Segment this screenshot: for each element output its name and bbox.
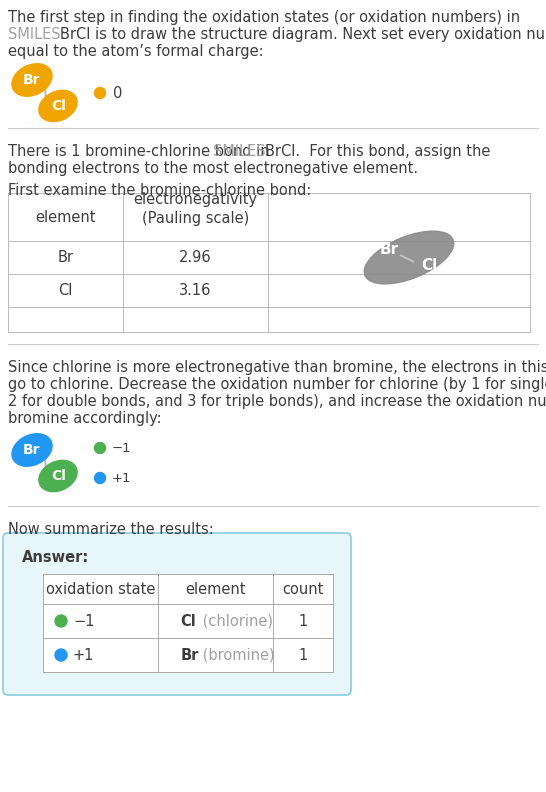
Ellipse shape [39,90,77,122]
Text: 1: 1 [298,614,307,629]
Text: 3.16: 3.16 [179,283,212,298]
Circle shape [55,649,67,661]
Ellipse shape [12,434,52,466]
Text: bonding electrons to the most electronegative element.: bonding electrons to the most electroneg… [8,161,418,176]
Text: Cl: Cl [51,99,67,113]
Text: −1: −1 [73,614,94,629]
Text: +1: +1 [112,471,132,485]
Text: +1: +1 [73,648,94,662]
Text: element: element [35,210,96,224]
Text: BrCl is to draw the structure diagram. Next set every oxidation number: BrCl is to draw the structure diagram. N… [60,27,546,42]
Text: 2 for double bonds, and 3 for triple bonds), and increase the oxidation number f: 2 for double bonds, and 3 for triple bon… [8,394,546,409]
Text: 0: 0 [113,86,122,101]
Text: First examine the bromine-chlorine bond:: First examine the bromine-chlorine bond: [8,183,311,198]
Text: Br: Br [181,648,199,662]
Text: (bromine): (bromine) [198,648,274,662]
Text: −1: −1 [112,441,132,455]
Text: Cl: Cl [51,469,67,483]
Circle shape [55,615,67,627]
Text: equal to the atom’s formal charge:: equal to the atom’s formal charge: [8,44,264,59]
Text: Cl: Cl [181,614,196,629]
Text: electronegativity
(Pauling scale): electronegativity (Pauling scale) [133,192,258,227]
Text: (chlorine): (chlorine) [198,614,272,629]
Ellipse shape [12,64,52,97]
Text: SMILES:: SMILES: [213,144,275,159]
FancyBboxPatch shape [43,574,333,672]
Text: element: element [185,581,246,596]
Circle shape [94,473,105,483]
Text: Br: Br [23,443,41,457]
Text: Cl: Cl [421,258,437,273]
Text: count: count [282,581,324,596]
Text: Br: Br [57,250,74,265]
Text: There is 1 bromine-chlorine bond in: There is 1 bromine-chlorine bond in [8,144,274,159]
Text: The first step in finding the oxidation states (or oxidation numbers) in: The first step in finding the oxidation … [8,10,520,25]
FancyBboxPatch shape [3,533,351,695]
Ellipse shape [39,460,77,492]
Text: go to chlorine. Decrease the oxidation number for chlorine (by 1 for single bond: go to chlorine. Decrease the oxidation n… [8,377,546,392]
Circle shape [94,443,105,454]
Text: Br: Br [23,73,41,87]
FancyBboxPatch shape [268,193,530,332]
Text: bromine accordingly:: bromine accordingly: [8,411,162,426]
Text: Br: Br [379,242,399,257]
Text: 1: 1 [298,648,307,662]
Text: 2.96: 2.96 [179,250,212,265]
Text: Answer:: Answer: [22,550,89,565]
Text: Now summarize the results:: Now summarize the results: [8,522,213,537]
Text: Since chlorine is more electronegative than bromine, the electrons in this bond : Since chlorine is more electronegative t… [8,360,546,375]
Text: SMILES:: SMILES: [8,27,70,42]
FancyBboxPatch shape [8,193,268,332]
Text: BrCl.  For this bond, assign the: BrCl. For this bond, assign the [265,144,490,159]
Circle shape [94,87,105,98]
Ellipse shape [364,231,454,284]
Text: oxidation state: oxidation state [46,581,155,596]
Text: Cl: Cl [58,283,73,298]
